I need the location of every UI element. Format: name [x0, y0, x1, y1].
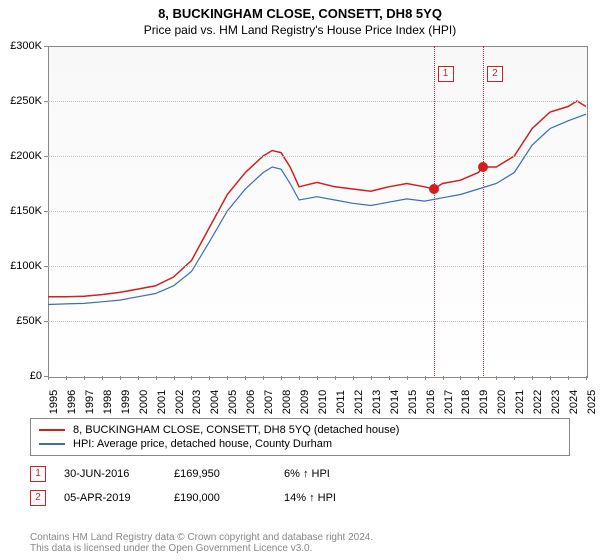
x-axis-label: 2007: [263, 390, 275, 414]
x-axis-label: 2023: [550, 390, 562, 414]
x-axis-label: 2019: [478, 390, 490, 414]
chart-plot-area: £0£50K£100K£150K£200K£250K£300K199519961…: [48, 46, 586, 376]
transaction-date: 05-APR-2019: [64, 492, 174, 504]
transaction-price: £169,950: [174, 468, 284, 480]
x-axis-label: 2005: [227, 390, 239, 414]
table-row: 2 05-APR-2019 £190,000 14% ↑ HPI: [30, 486, 570, 510]
sale-point: [429, 184, 439, 194]
x-axis-label: 2021: [514, 390, 526, 414]
reference-line: [483, 46, 484, 376]
chart-title: 8, BUCKINGHAM CLOSE, CONSETT, DH8 5YQ: [0, 6, 600, 21]
reference-marker: 2: [487, 66, 503, 82]
x-axis-label: 2013: [371, 390, 383, 414]
x-axis-label: 2010: [317, 390, 329, 414]
x-axis-label: 2009: [299, 390, 311, 414]
reference-marker: 1: [438, 66, 454, 82]
series-line: [48, 114, 586, 304]
x-axis-label: 2008: [281, 390, 293, 414]
y-axis-label: £150K: [0, 205, 42, 217]
table-row: 1 30-JUN-2016 £169,950 6% ↑ HPI: [30, 462, 570, 486]
x-axis-label: 1997: [84, 390, 96, 414]
transaction-date: 30-JUN-2016: [64, 468, 174, 480]
x-axis-label: 2011: [335, 390, 347, 414]
legend-item: HPI: Average price, detached house, Coun…: [39, 437, 561, 451]
reference-line: [434, 46, 435, 376]
x-axis-label: 1996: [66, 390, 78, 414]
y-axis-label: £200K: [0, 150, 42, 162]
title-block: 8, BUCKINGHAM CLOSE, CONSETT, DH8 5YQ Pr…: [0, 0, 600, 37]
footer-line: Contains HM Land Registry data © Crown c…: [30, 532, 373, 543]
transaction-delta: 6% ↑ HPI: [284, 468, 424, 480]
transaction-price: £190,000: [174, 492, 284, 504]
y-axis-label: £100K: [0, 260, 42, 272]
series-line: [48, 101, 586, 297]
transaction-marker: 1: [30, 466, 46, 482]
x-axis-label: 1998: [102, 390, 114, 414]
legend-item: 8, BUCKINGHAM CLOSE, CONSETT, DH8 5YQ (d…: [39, 423, 561, 437]
x-axis-label: 2001: [156, 390, 168, 414]
chart-container: 8, BUCKINGHAM CLOSE, CONSETT, DH8 5YQ Pr…: [0, 0, 600, 560]
x-axis-label: 2016: [425, 390, 437, 414]
x-axis-label: 1995: [48, 390, 60, 414]
y-axis-label: £0: [0, 370, 42, 382]
y-axis-label: £50K: [0, 315, 42, 327]
transactions-table: 1 30-JUN-2016 £169,950 6% ↑ HPI 2 05-APR…: [30, 462, 570, 510]
legend-label: HPI: Average price, detached house, Coun…: [73, 438, 332, 450]
footer-line: This data is licensed under the Open Gov…: [30, 543, 373, 554]
transaction-marker: 2: [30, 490, 46, 506]
chart-subtitle: Price paid vs. HM Land Registry's House …: [0, 23, 600, 37]
x-axis-label: 1999: [120, 390, 132, 414]
x-axis-label: 2025: [586, 390, 598, 414]
x-axis-label: 2003: [191, 390, 203, 414]
x-axis-label: 2017: [443, 390, 455, 414]
sale-point: [478, 162, 488, 172]
legend-swatch: [39, 443, 65, 445]
x-axis-label: 2002: [174, 390, 186, 414]
y-axis-label: £300K: [0, 40, 42, 52]
x-axis-label: 2004: [209, 390, 221, 414]
footer-text: Contains HM Land Registry data © Crown c…: [30, 532, 373, 554]
transaction-delta: 14% ↑ HPI: [284, 492, 424, 504]
x-axis-label: 2020: [496, 390, 508, 414]
x-axis-label: 2012: [353, 390, 365, 414]
legend-label: 8, BUCKINGHAM CLOSE, CONSETT, DH8 5YQ (d…: [73, 424, 399, 436]
x-axis-label: 2015: [407, 390, 419, 414]
legend-swatch: [39, 429, 65, 431]
y-axis-label: £250K: [0, 95, 42, 107]
legend-box: 8, BUCKINGHAM CLOSE, CONSETT, DH8 5YQ (d…: [30, 418, 570, 456]
x-axis-label: 2024: [568, 390, 580, 414]
x-axis-label: 2022: [532, 390, 544, 414]
x-axis-label: 2000: [138, 390, 150, 414]
x-axis-label: 2006: [245, 390, 257, 414]
x-axis-label: 2018: [460, 390, 472, 414]
x-axis-label: 2014: [389, 390, 401, 414]
